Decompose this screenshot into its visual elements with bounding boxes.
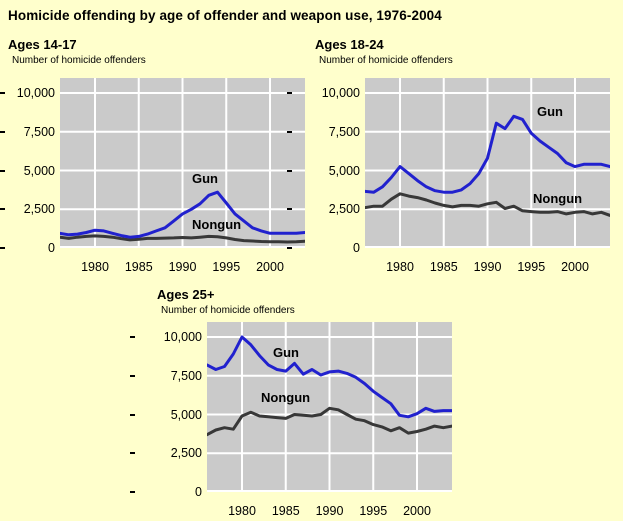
x-tick-label: 1980 [228,504,256,518]
y-tick-mark [130,374,135,377]
y-tick-label: 7,500 [23,124,55,139]
gun-line [207,335,452,419]
nongun-series-label: Nongun [261,390,311,405]
panel-ylabel: Number of homicide offenders [12,55,146,66]
x-tick-label: 1995 [359,504,388,518]
y-tick-label: 5,000 [328,163,360,178]
y-tick-label: 0 [195,485,202,499]
plot-area [365,78,610,248]
y-tick-label: 10,000 [16,86,55,100]
y-tick-label: 10,000 [163,330,202,344]
y-tick-mark [0,92,5,94]
y-tick-mark [130,413,135,416]
plot-wrap: Gun Nongun [60,78,305,248]
x-tick-label: 1980 [386,260,414,274]
y-tick-label: 5,000 [170,407,202,422]
nongun-series-label: Nongun [192,217,242,232]
y-tick-label: 0 [353,241,360,255]
y-tick-mark [0,208,5,211]
panel-title: Ages 18-24 [315,37,384,52]
y-tick-label: 2,500 [23,202,55,217]
x-tick-label: 1980 [81,260,109,274]
y-tick-mark [0,130,5,133]
plot-area [60,78,305,248]
nongun-line [207,406,452,437]
panel-ylabel: Number of homicide offenders [161,305,295,316]
page-title: Homicide offending by age of offender an… [8,8,442,23]
x-tick-label: 1995 [517,260,546,274]
y-tick-mark [130,336,135,338]
y-tick-mark [287,208,292,211]
y-tick-label: 2,500 [328,202,360,217]
gun-line [60,190,305,239]
y-tick-mark [287,130,292,133]
x-tick-label: 2000 [403,504,431,518]
x-tick-label: 1985 [124,260,153,274]
panel-ages-18-24: Ages 18-24 Number of homicide offenders … [287,38,610,274]
panel-title: Ages 14-17 [8,37,77,52]
panel-title: Ages 25+ [157,287,215,302]
y-tick-label: 0 [48,241,55,255]
x-tick-label: 1990 [168,260,197,274]
nongun-line [60,234,305,244]
plot-row: 10,000 7,500 5,000 2,500 0 Gun Nongun [130,322,452,499]
y-tick-mark [130,452,135,455]
x-axis: 1980 1985 1990 1995 2000 [365,260,610,274]
y-tick-mark [287,92,292,94]
gun-series-label: Gun [537,104,563,119]
x-tick-label: 2000 [256,260,284,274]
gun-line [365,114,610,194]
plot-wrap: Gun Nongun [207,322,452,492]
nongun-series-label: Nongun [533,191,583,206]
plot-area [207,322,452,492]
y-tick-mark [287,247,292,249]
y-tick-label: 2,500 [170,446,202,461]
y-tick-mark [130,491,135,493]
panel-ages-25-plus: Ages 25+ Number of homicide offenders 10… [130,288,452,518]
x-axis: 1980 1985 1990 1995 2000 [207,504,452,518]
y-tick-mark [0,247,5,249]
y-axis: 10,000 7,500 5,000 2,500 0 [0,78,60,255]
x-tick-label: 1990 [315,504,344,518]
x-axis: 1980 1985 1990 1995 2000 [60,260,305,274]
gun-series-label: Gun [273,345,299,360]
nongun-line [365,192,610,217]
x-tick-label: 1985 [271,504,300,518]
x-tick-label: 1995 [212,260,241,274]
plot-row: 10,000 7,500 5,000 2,500 0 Gun Nongun [0,78,305,255]
panel-ylabel: Number of homicide offenders [319,55,453,66]
y-axis: 10,000 7,500 5,000 2,500 0 [287,78,365,255]
x-tick-label: 2000 [561,260,589,274]
y-tick-label: 7,500 [170,368,202,383]
panel-ages-14-17: Ages 14-17 Number of homicide offenders … [0,38,305,274]
plot-wrap: Gun Nongun [365,78,610,248]
plot-row: 10,000 7,500 5,000 2,500 0 Gun Nongun [287,78,610,255]
gun-series-label: Gun [192,171,218,186]
y-tick-label: 5,000 [23,163,55,178]
y-tick-mark [287,169,292,172]
x-tick-label: 1990 [473,260,502,274]
x-tick-label: 1985 [429,260,458,274]
y-axis: 10,000 7,500 5,000 2,500 0 [130,322,207,499]
y-tick-label: 7,500 [328,124,360,139]
y-tick-mark [0,169,5,172]
y-tick-label: 10,000 [321,86,360,100]
